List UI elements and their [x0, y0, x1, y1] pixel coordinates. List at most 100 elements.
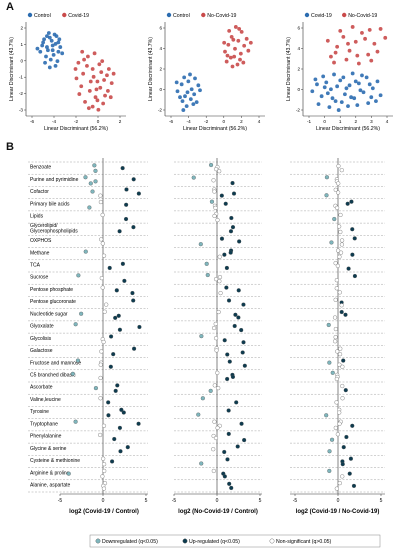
metabolite-dot [241, 302, 246, 307]
panel-b-letter: B [6, 141, 14, 153]
data-point [86, 106, 91, 111]
metabolite-dot [93, 168, 98, 173]
metabolite-dot [125, 445, 130, 450]
data-point [83, 100, 87, 104]
metabolite-dot [239, 328, 244, 333]
metabolite-dot [75, 358, 81, 363]
metabolite-dot [117, 327, 122, 332]
metabolite-dot [329, 240, 334, 245]
data-point [367, 82, 372, 87]
data-point [38, 49, 43, 54]
metabolite-dot [332, 216, 337, 222]
data-point [51, 53, 56, 57]
metabolite-dot [230, 225, 236, 230]
data-point [367, 28, 372, 32]
pathway-label: Glycerophospholipids [30, 229, 78, 235]
metabolite-dot [88, 181, 93, 186]
metabolite-dot [93, 386, 98, 391]
y-tick-label: 6 [159, 26, 162, 31]
metabolite-dot [199, 334, 204, 339]
data-point [338, 78, 343, 83]
metabolite-dot [339, 303, 344, 308]
data-point [366, 101, 371, 106]
data-point [356, 61, 361, 66]
legend-swatch [182, 538, 188, 544]
metabolite-dot [326, 322, 331, 328]
data-point [60, 51, 65, 56]
data-point [182, 75, 187, 80]
data-point [242, 43, 247, 48]
data-point [91, 74, 96, 79]
data-point [101, 101, 106, 106]
x-tick-label: -4 [187, 119, 192, 124]
y-tick-label: 2 [20, 26, 23, 31]
metabolite-dot [330, 370, 335, 375]
data-point [356, 81, 361, 86]
data-point [349, 95, 354, 100]
data-point [369, 58, 374, 63]
metabolite-dot [198, 242, 203, 247]
metabolite-dot [212, 325, 217, 331]
metabolite-dot [199, 461, 204, 466]
legend-label: No-Covid-19 [207, 13, 236, 19]
data-point [235, 62, 240, 67]
data-point [322, 85, 327, 90]
metabolite-dot [333, 335, 338, 340]
y-tick-label: -2 [158, 108, 163, 113]
metabolite-dot [225, 352, 230, 357]
pathway-label: Cysteine & methionine [30, 458, 80, 464]
legend-label: No-Covid-19 [348, 13, 377, 19]
y-tick-label: 0 [297, 87, 300, 92]
data-point [319, 94, 324, 99]
data-point [185, 90, 190, 95]
data-point [43, 60, 47, 65]
metabolite-dot [214, 167, 219, 172]
metabolite-dot [340, 364, 345, 369]
metabolite-dot [106, 413, 111, 418]
data-point [55, 59, 60, 64]
metabolite-dot [336, 190, 341, 195]
data-point [374, 99, 378, 104]
data-point [342, 92, 347, 97]
data-point [47, 65, 52, 70]
metabolite-dot [137, 324, 142, 330]
x-tick-label: 5 [380, 498, 383, 504]
metabolite-dot [335, 349, 340, 354]
metabolite-dot [214, 336, 219, 341]
data-point [88, 79, 93, 84]
data-point [336, 108, 341, 112]
pathway-label: Valine,leucine [30, 397, 61, 403]
metabolite-dot [334, 376, 339, 382]
x-tick-label: 0 [97, 119, 100, 124]
metabolite-dot [230, 374, 236, 379]
metabolite-dot [136, 421, 141, 426]
data-point [222, 40, 227, 45]
pathway-label: Phenylalanine [30, 434, 62, 440]
metabolite-dot [337, 352, 343, 357]
x-tick-label: 0 [223, 119, 226, 124]
panel-a: -6 -4 -2 0 2 2 1 0 -1 -2 -3 Linear Discriminant (56… [9, 13, 393, 132]
metabolite-dot [229, 215, 234, 221]
pathway-label: OXPHOS [30, 238, 52, 244]
metabolite-dot [335, 205, 340, 210]
pathway-label: Glycine & serine [30, 446, 67, 452]
metabolite-dot [117, 229, 122, 234]
metabolite-dot [333, 326, 338, 332]
metabolite-dot [352, 236, 357, 241]
data-point [96, 107, 101, 112]
metabolite-dot [336, 181, 341, 186]
metabolite-dot [131, 177, 136, 182]
metabolite-dot [98, 193, 103, 198]
metabolite-dot [211, 468, 216, 474]
data-point [352, 96, 357, 101]
metabolite-dot [216, 386, 221, 391]
data-point [35, 46, 40, 51]
metabolite-dot [333, 339, 338, 344]
pathway-label: Lipids [30, 214, 44, 220]
metabolite-dot [200, 396, 205, 401]
data-point [361, 90, 366, 95]
metabolite-dot [215, 218, 220, 223]
metabolite-dot [333, 297, 338, 302]
y-tick-label: -3 [19, 108, 24, 113]
x-tick-label: 0 [323, 119, 326, 124]
